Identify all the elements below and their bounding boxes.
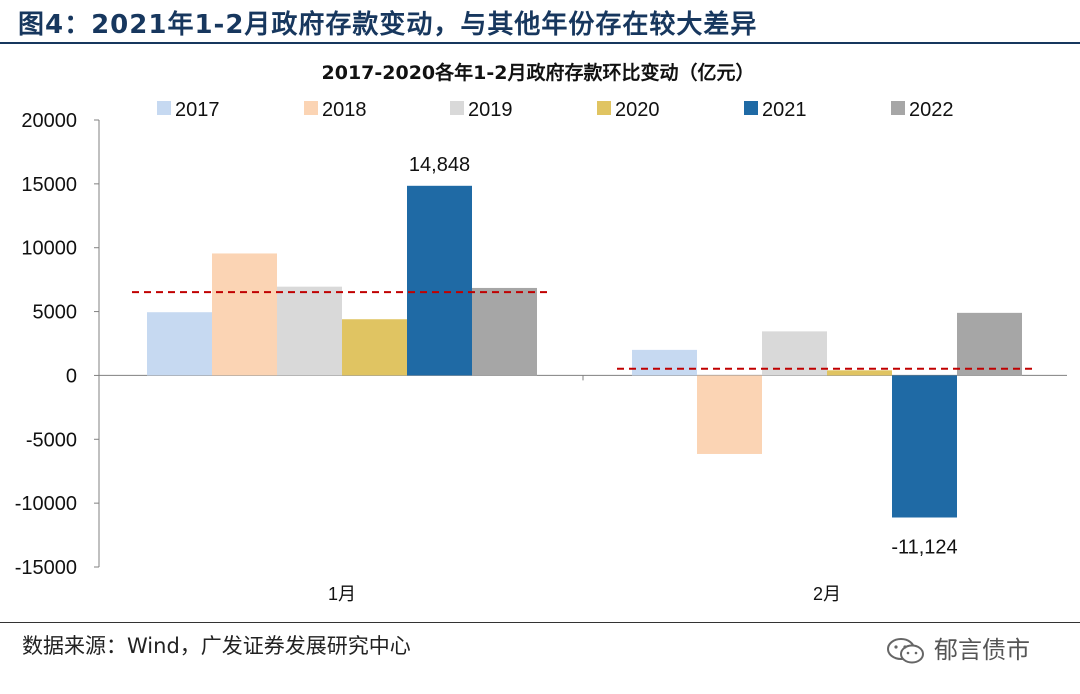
watermark: 郁言债市: [886, 630, 1030, 665]
footer-rule: [0, 622, 1080, 623]
legend-label-2021: 2021: [762, 99, 807, 121]
data-label: 14,848: [409, 154, 470, 176]
watermark-text: 郁言债市: [934, 636, 1030, 664]
bar-2019-1: [277, 286, 342, 376]
legend-swatch-2019: [450, 101, 464, 115]
legend-swatch-2017: [157, 101, 171, 115]
legend-swatch-2021: [744, 101, 758, 115]
bar-2022-2: [957, 312, 1022, 376]
bar-2019-2: [762, 331, 827, 376]
x-category-label: 2月: [813, 584, 841, 604]
legend-swatch-2022: [891, 101, 905, 115]
y-tick-label: 15000: [21, 174, 77, 196]
x-category-label: 1月: [328, 584, 356, 604]
y-tick-label: -5000: [26, 429, 77, 451]
legend-label-2017: 2017: [175, 99, 220, 121]
y-tick-label: -10000: [15, 493, 77, 515]
bar-2021-2: [892, 375, 957, 518]
y-tick-label: 0: [66, 365, 77, 387]
legend-label-2022: 2022: [909, 99, 954, 121]
wechat-icon: [886, 637, 926, 665]
data-label: -11,124: [891, 536, 957, 558]
legend-label-2018: 2018: [322, 99, 367, 121]
bar-2020-2: [827, 370, 892, 376]
y-tick-label: 5000: [33, 302, 78, 324]
data-source: 数据来源：Wind，广发证券发展研究中心: [22, 634, 411, 658]
plot-area: 20000 15000 10000 5000 0 -5000 -10000 -15000 14,…: [15, 99, 1067, 604]
legend-label-2020: 2020: [615, 99, 660, 121]
bar-2018-2: [697, 375, 762, 454]
bar-2020-1: [342, 319, 407, 376]
bar-2017-1: [147, 312, 212, 376]
bar-2018-1: [212, 253, 277, 376]
y-tick-label: 20000: [21, 110, 77, 132]
figure-title: 图4：2021年1-2月政府存款变动，与其他年份存在较大差异: [18, 10, 758, 40]
title-rule: [0, 42, 1080, 44]
y-tick-label: 10000: [21, 238, 77, 260]
legend-swatch-2020: [597, 101, 611, 115]
bar-2021-1: [407, 185, 472, 376]
bar-2022-1: [472, 287, 537, 376]
chart-title: 2017-2020各年1-2月政府存款环比变动（亿元）: [322, 61, 755, 84]
y-tick-label: -15000: [15, 557, 77, 579]
legend-swatch-2018: [304, 101, 318, 115]
bar-2017-2: [632, 349, 697, 376]
legend-label-2019: 2019: [468, 99, 513, 121]
